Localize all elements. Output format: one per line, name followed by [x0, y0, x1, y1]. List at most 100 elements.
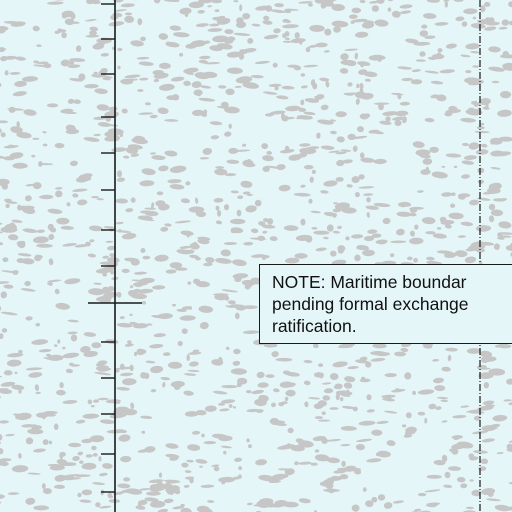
ice-patch — [232, 259, 247, 267]
ice-patch — [351, 504, 360, 512]
ice-patch — [189, 243, 200, 250]
ice-patch — [232, 273, 249, 279]
ice-patch — [256, 371, 265, 379]
ice-patch — [213, 197, 224, 203]
ice-patch — [337, 247, 344, 254]
ice-patch — [456, 476, 466, 483]
ice-patch — [366, 458, 382, 463]
ice-patch — [425, 166, 430, 173]
ice-patch — [226, 67, 243, 74]
ice-patch — [139, 180, 155, 187]
ice-patch — [280, 444, 296, 450]
ice-patch — [0, 132, 6, 138]
ice-patch — [254, 199, 262, 207]
ice-patch — [478, 372, 494, 380]
ice-patch — [229, 218, 246, 225]
ice-patch — [366, 197, 371, 203]
ice-patch — [414, 224, 419, 230]
ice-patch — [75, 419, 86, 424]
ice-patch — [508, 401, 512, 406]
ice-patch — [303, 380, 311, 386]
ice-patch — [174, 78, 185, 81]
ice-patch — [18, 453, 22, 459]
ice-patch — [43, 410, 58, 415]
ice-patch — [430, 80, 444, 85]
ice-patch — [85, 454, 93, 458]
ice-patch — [184, 373, 197, 376]
ice-patch — [195, 256, 201, 261]
ice-patch — [310, 210, 321, 214]
ice-patch — [357, 126, 364, 133]
ice-patch — [118, 434, 131, 442]
ice-patch — [72, 193, 79, 198]
ice-patch — [211, 359, 224, 366]
ice-patch — [54, 30, 60, 35]
ice-patch — [370, 54, 386, 61]
ice-patch — [181, 328, 188, 335]
ice-patch — [488, 203, 496, 211]
ice-patch — [394, 110, 409, 117]
ice-patch — [33, 64, 48, 68]
ice-patch — [123, 477, 131, 482]
ice-patch — [10, 126, 23, 134]
ice-patch — [462, 142, 469, 147]
ice-patch — [34, 254, 43, 259]
ice-patch — [149, 344, 164, 349]
ice-patch — [140, 36, 146, 42]
ice-patch — [255, 459, 267, 466]
ice-patch — [457, 193, 471, 198]
ice-patch — [400, 347, 409, 353]
note-line-1: NOTE: Maritime boundar — [272, 272, 467, 292]
ice-patch — [300, 184, 306, 188]
ice-patch — [2, 257, 9, 263]
ice-patch — [84, 19, 97, 22]
ice-patch — [79, 460, 84, 464]
ice-patch — [0, 178, 10, 186]
ice-patch — [382, 217, 391, 225]
ice-patch — [313, 510, 318, 512]
ice-patch — [140, 279, 145, 285]
ice-patch — [509, 20, 512, 26]
ice-patch — [409, 212, 417, 217]
ice-patch — [371, 5, 379, 12]
ice-patch — [356, 83, 360, 89]
ice-patch — [184, 411, 199, 417]
ice-patch — [310, 79, 316, 86]
ice-patch — [258, 394, 267, 402]
ice-patch — [272, 62, 278, 68]
ice-patch — [137, 449, 150, 453]
ice-patch — [263, 218, 270, 223]
ice-patch — [425, 504, 437, 508]
ice-patch — [42, 131, 47, 134]
ice-patch — [96, 198, 104, 201]
ice-patch — [225, 305, 235, 308]
ice-patch — [142, 300, 146, 305]
ice-patch — [45, 414, 57, 417]
ice-patch — [324, 0, 334, 4]
ice-patch — [123, 155, 130, 159]
ice-patch — [399, 10, 412, 14]
ice-patch — [160, 376, 171, 381]
ice-patch — [314, 0, 330, 4]
ice-patch — [330, 130, 337, 135]
ice-patch — [311, 169, 316, 174]
ice-patch — [33, 448, 46, 453]
ice-patch — [263, 502, 276, 508]
ice-patch — [15, 56, 26, 61]
ice-patch — [258, 221, 266, 226]
ice-patch — [417, 190, 424, 193]
ice-patch — [10, 21, 26, 27]
ice-patch — [18, 241, 26, 249]
ice-patch — [62, 243, 77, 247]
ice-patch — [394, 119, 402, 127]
ice-patch — [237, 377, 248, 385]
ice-patch — [54, 288, 60, 295]
ice-patch — [211, 433, 229, 439]
ice-patch — [168, 361, 183, 369]
ice-patch — [274, 3, 284, 8]
ice-patch — [36, 44, 42, 48]
ice-patch — [215, 220, 223, 225]
ice-patch — [47, 208, 63, 214]
ice-patch — [354, 31, 369, 38]
ice-patch — [120, 372, 134, 377]
